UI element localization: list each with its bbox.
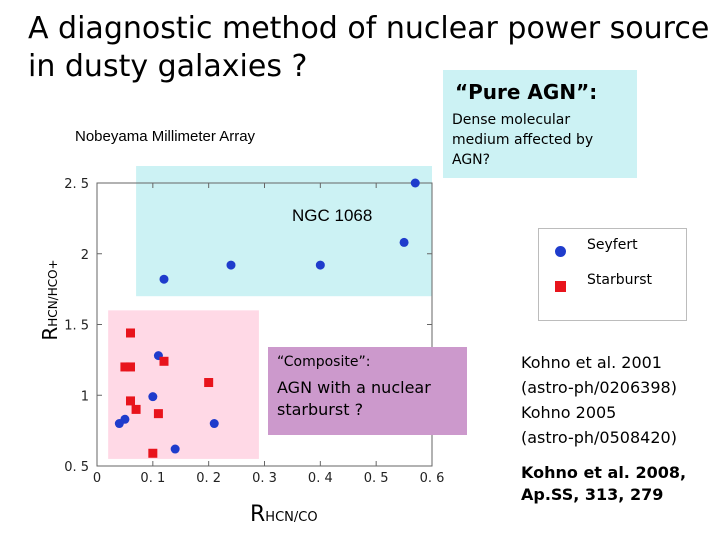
starburst-point	[159, 356, 169, 366]
y-tick-label: 1. 5	[64, 319, 89, 334]
legend-starburst-marker	[555, 281, 566, 292]
references: Kohno et al. 2001 (astro-ph/0206398) Koh…	[521, 350, 677, 450]
x-axis-label-main: R	[250, 502, 266, 527]
starburst-point	[148, 448, 158, 458]
reference-line: (astro-ph/0206398)	[521, 378, 677, 397]
reference-line: Kohno 2005	[521, 403, 617, 422]
legend-starburst-label: Starburst	[587, 272, 653, 288]
seyfert-point	[226, 260, 236, 270]
seyfert-point	[209, 419, 219, 429]
y-tick-label: 2	[81, 248, 89, 263]
starburst-point	[131, 404, 141, 414]
seyfert-point	[148, 392, 158, 402]
y-axis-label-sub: HCN/HCO+	[46, 259, 60, 327]
starburst-point	[153, 409, 163, 419]
reference-bold-line: Kohno et al. 2008,	[521, 463, 687, 482]
pure-agn-title: “Pure AGN”:	[455, 80, 598, 104]
title-line-1: A diagnostic method of nuclear power sou…	[28, 11, 710, 46]
y-tick-label: 0. 5	[64, 460, 89, 475]
x-tick-label: 0. 4	[308, 471, 333, 486]
chart-points	[114, 178, 420, 458]
starburst-point	[120, 362, 130, 372]
y-axis-label-main: R	[38, 326, 62, 341]
pure-agn-description: Dense molecular medium affected by AGN?	[452, 112, 594, 168]
x-tick-label: 0. 6	[420, 471, 445, 486]
starburst-point	[126, 328, 135, 338]
x-tick-label: 0. 5	[364, 471, 389, 486]
y-tick-label: 1	[81, 389, 89, 404]
y-tick-label: 2. 5	[64, 177, 89, 192]
pure-agn-region	[136, 166, 433, 297]
starburst-point	[126, 362, 135, 372]
composite-title: “Composite”:	[277, 354, 371, 370]
chart-ticks: 0 0. 1 0. 2 0. 3 0. 4 0. 5 0. 6 0. 5 1 1. 5 2 2. 5	[64, 177, 444, 486]
seyfert-point	[410, 178, 420, 188]
reference-line: (astro-ph/0508420)	[521, 428, 677, 447]
pure-agn-box	[443, 70, 637, 178]
reference-line: Kohno et al. 2001	[521, 353, 662, 372]
slide-title: A diagnostic method of nuclear power sou…	[28, 10, 718, 86]
legend-seyfert-label: Seyfert	[587, 237, 638, 253]
x-tick-label: 0	[93, 471, 101, 486]
chart-legend: Seyfert Starburst	[538, 228, 687, 321]
x-tick-label: 0. 3	[252, 471, 277, 486]
starburst-point	[204, 378, 214, 388]
ngc-label: NGC 1068	[292, 206, 373, 225]
seyfert-point	[114, 419, 124, 429]
instrument-label: Nobeyama Millimeter Array	[75, 128, 256, 145]
seyfert-point	[159, 274, 169, 284]
x-axis-label-sub: HCN/CO	[265, 510, 318, 525]
starburst-point	[126, 396, 135, 406]
x-axis-label: RHCN/CO	[250, 502, 318, 527]
x-tick-label: 0. 2	[196, 471, 221, 486]
legend-seyfert-marker	[555, 246, 566, 257]
composite-description: AGN with a nuclear starburst ?	[277, 378, 431, 419]
seyfert-point	[170, 444, 180, 454]
seyfert-point	[399, 237, 409, 247]
y-axis-label: RHCN/HCO+	[38, 259, 62, 340]
composite-box	[268, 347, 467, 435]
reference-bold: Kohno et al. 2008, Ap.SS, 313, 279	[521, 462, 686, 506]
seyfert-point	[315, 260, 325, 270]
reference-bold-line: Ap.SS, 313, 279	[521, 485, 664, 504]
x-tick-label: 0. 1	[140, 471, 165, 486]
title-line-2: in dusty galaxies ?	[28, 49, 308, 84]
